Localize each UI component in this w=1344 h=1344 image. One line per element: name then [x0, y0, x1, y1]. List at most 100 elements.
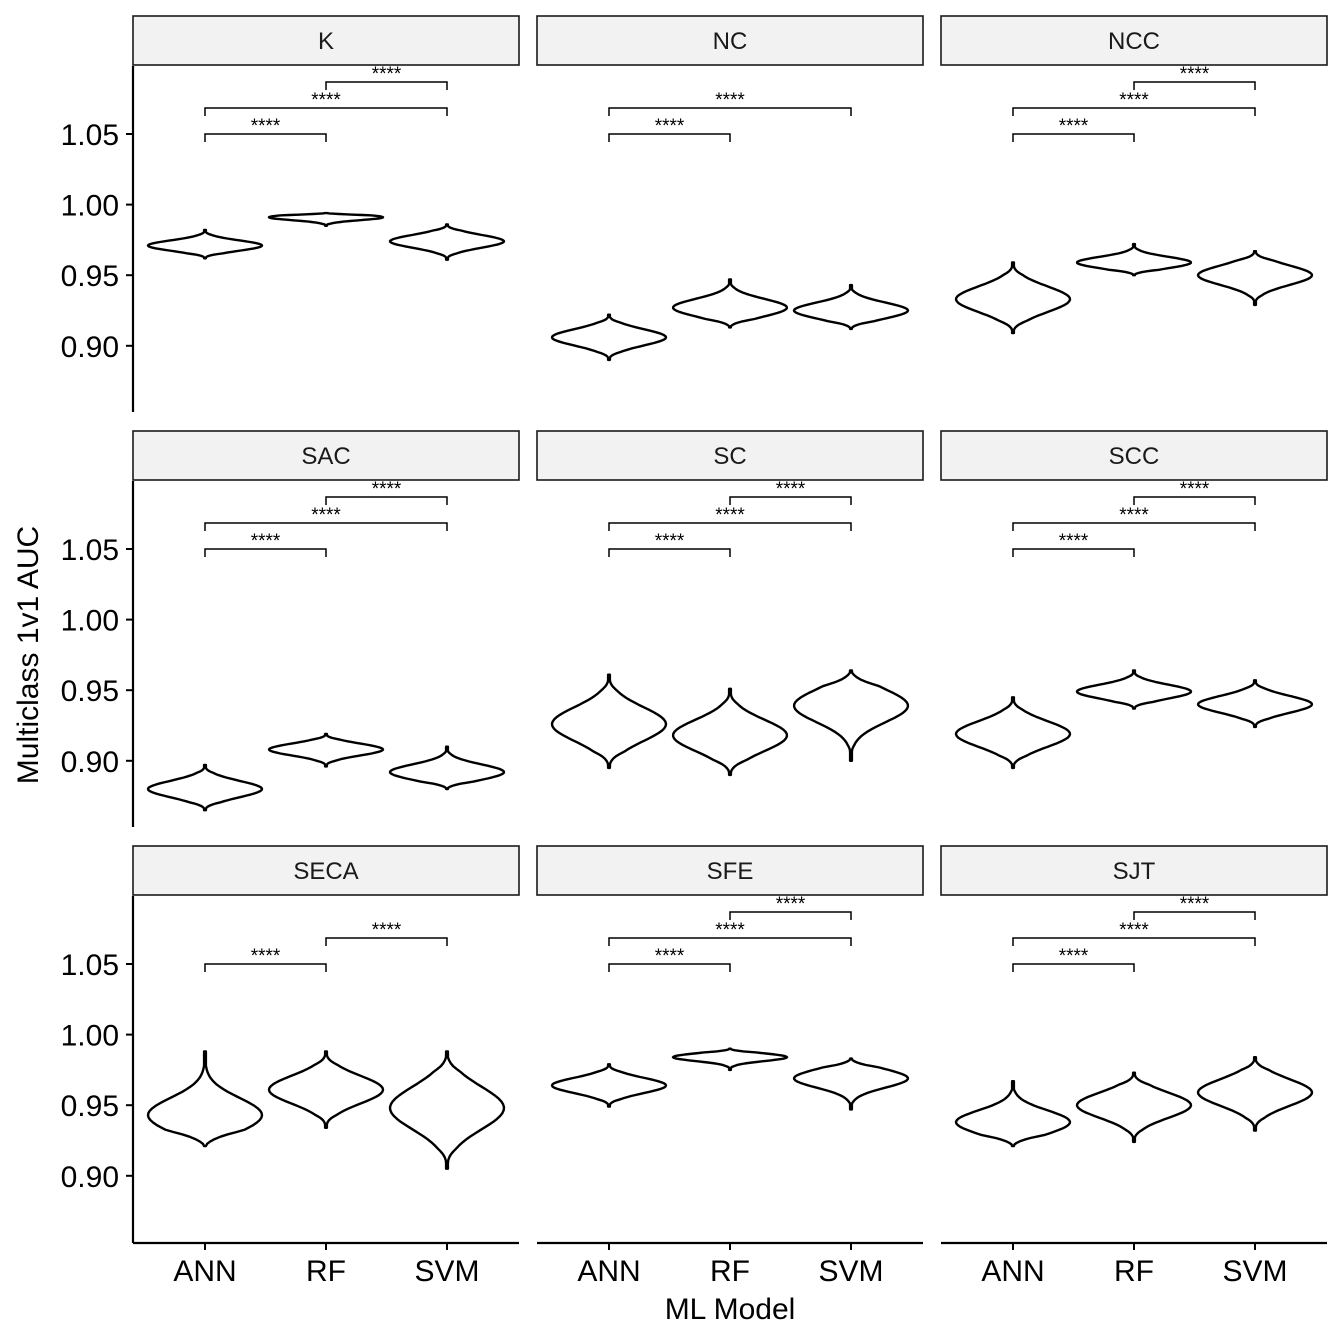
x-tick-label: ANN: [173, 1255, 236, 1288]
violin-ann: [550, 673, 668, 770]
x-axis-title: ML Model: [665, 1293, 796, 1326]
facet-strip-label: SC: [713, 443, 746, 470]
facet-strip: [132, 430, 520, 481]
facet-strip: [940, 845, 1328, 896]
violin-ann: [146, 1050, 264, 1148]
significance-bracket: [1012, 133, 1135, 142]
significance-bracket: [325, 496, 448, 505]
facet-strip: [536, 15, 924, 66]
violin-svm: [388, 745, 506, 791]
significance-bracket: [1012, 548, 1135, 557]
significance-label: ****: [372, 479, 402, 500]
x-tick-label: ANN: [577, 1255, 640, 1288]
significance-label: ****: [1059, 116, 1089, 137]
violin-rf: [1075, 1071, 1193, 1144]
violin-svm: [388, 223, 506, 261]
y-tick-label: 0.95: [61, 260, 119, 293]
significance-bracket: [608, 107, 852, 116]
significance-bracket: [1133, 81, 1256, 90]
significance-label: ****: [1119, 920, 1149, 941]
significance-bracket: [204, 107, 448, 116]
facet-strip-label: SFE: [707, 858, 754, 885]
significance-bracket: [1133, 496, 1256, 505]
violin-svm: [1196, 250, 1314, 307]
facet-nc: NC **** ****: [536, 15, 924, 362]
significance-bracket: [325, 81, 448, 90]
y-tick-label: 0.95: [61, 675, 119, 708]
violin-svm: [388, 1050, 506, 1170]
violin-ann: [146, 763, 264, 812]
significance-bracket: [1012, 522, 1256, 531]
significance-bracket: [729, 911, 852, 920]
significance-label: ****: [1180, 479, 1210, 500]
violin-svm: [792, 283, 910, 331]
significance-label: ****: [251, 531, 281, 552]
significance-label: ****: [1180, 64, 1210, 85]
significance-label: ****: [655, 531, 685, 552]
significance-bracket: [1012, 107, 1256, 116]
facet-strip-label: K: [318, 28, 334, 55]
significance-bracket: [204, 548, 327, 557]
y-tick-label: 0.90: [61, 331, 119, 364]
x-tick-label: SVM: [414, 1255, 479, 1288]
y-tick-label: 0.95: [61, 1090, 119, 1123]
violin-rf: [267, 1050, 385, 1129]
violin-ann: [954, 1080, 1072, 1148]
facet-scc: SCC **** **** ****: [940, 430, 1328, 770]
significance-bracket: [204, 133, 327, 142]
facet-strip-label: SCC: [1109, 443, 1160, 470]
significance-bracket: [204, 522, 448, 531]
facet-strip: [940, 15, 1328, 66]
violin-svm: [1196, 679, 1314, 729]
facet-strip: [132, 15, 520, 66]
violin-svm: [1196, 1056, 1314, 1132]
significance-label: ****: [1059, 946, 1089, 967]
y-axis-title: Multiclass 1v1 AUC: [12, 526, 45, 784]
significance-bracket: [608, 548, 731, 557]
significance-label: ****: [251, 116, 281, 137]
significance-label: ****: [776, 894, 806, 915]
y-tick-label: 1.00: [61, 1020, 119, 1053]
y-tick-label: 1.00: [61, 190, 119, 223]
significance-label: ****: [776, 479, 806, 500]
violin-rf: [267, 732, 385, 768]
facet-sc: SC **** **** ****: [536, 430, 924, 777]
significance-label: ****: [372, 920, 402, 941]
facet-strip: [132, 845, 520, 896]
significance-bracket: [1012, 963, 1135, 972]
violin-rf: [267, 211, 385, 227]
significance-label: ****: [1119, 505, 1149, 526]
significance-bracket: [325, 937, 448, 946]
x-tick-label: SVM: [818, 1255, 883, 1288]
y-tick-label: 0.90: [61, 746, 119, 779]
violin-rf: [671, 687, 789, 777]
significance-bracket: [608, 133, 731, 142]
significance-label: ****: [655, 116, 685, 137]
facet-strip: [536, 430, 924, 481]
facet-k: K 0.90 0.95 1.00 1.05 **** **** ****: [61, 15, 520, 412]
significance-label: ****: [715, 505, 745, 526]
significance-label: ****: [1059, 531, 1089, 552]
significance-bracket: [1133, 911, 1256, 920]
facet-strip-label: NC: [713, 28, 748, 55]
violin-rf: [671, 1047, 789, 1072]
violin-svm: [792, 669, 910, 762]
facet-strip-label: SECA: [293, 858, 358, 885]
facet-sac: SAC 0.90 0.95 1.00 1.05 **** **** ****: [61, 430, 520, 827]
facet-strip-label: SJT: [1113, 858, 1156, 885]
significance-bracket: [204, 963, 327, 972]
facet-strip: [940, 430, 1328, 481]
y-tick-label: 1.05: [61, 119, 119, 152]
significance-bracket: [608, 963, 731, 972]
violin-ann: [146, 228, 264, 260]
significance-bracket: [1012, 937, 1256, 946]
y-tick-label: 1.05: [61, 534, 119, 567]
facet-strip-label: SAC: [301, 443, 350, 470]
violin-ann: [954, 696, 1072, 770]
facet-panels: K0.900.951.001.05 ************NC********N…: [61, 15, 1328, 1288]
x-tick-label: RF: [1114, 1255, 1154, 1288]
x-tick-label: RF: [306, 1255, 346, 1288]
violin-svm: [792, 1057, 910, 1111]
x-tick-label: RF: [710, 1255, 750, 1288]
facet-sjt: SJT ANN RF SVM **** **** ****: [940, 845, 1328, 1288]
